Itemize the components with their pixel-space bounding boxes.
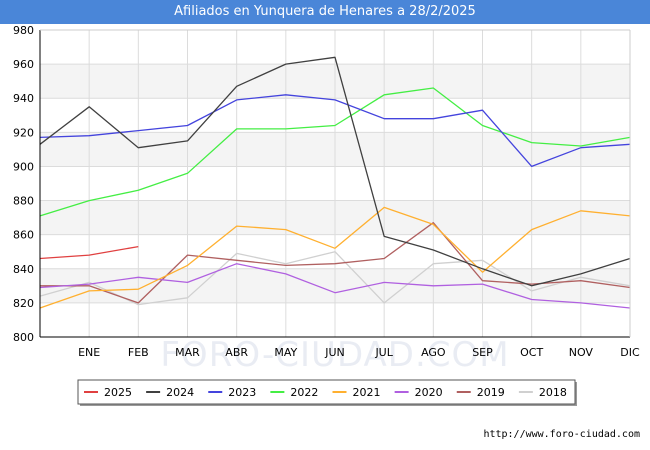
series-line-2023	[39, 94, 631, 168]
y-tick-label: 940	[13, 92, 34, 105]
series-line-2022	[39, 87, 631, 217]
x-tick-label: ENE	[78, 346, 100, 359]
y-tick-label: 820	[13, 297, 34, 310]
y-tick-label: 960	[13, 58, 34, 71]
x-tick-label: ABR	[225, 346, 248, 359]
x-tick-label: NOV	[569, 346, 594, 359]
legend-label-2025: 2025	[104, 386, 132, 399]
x-tick-label: AGO	[421, 346, 446, 359]
series-line-2018	[39, 251, 631, 306]
x-tick-label: DIC	[620, 346, 640, 359]
legend-label-2023: 2023	[228, 386, 256, 399]
x-tick-label: SEP	[472, 346, 493, 359]
x-tick-label: MAY	[274, 346, 297, 359]
series-line-2021	[39, 206, 631, 309]
series-lines	[39, 56, 631, 309]
y-tick-label: 900	[13, 160, 34, 173]
y-tick-label: 880	[13, 195, 34, 208]
x-tick-label: OCT	[520, 346, 543, 359]
legend-label-2022: 2022	[290, 386, 318, 399]
axes: 800 820 840 860 880 900 920 940 960 980 ENE FEB MAR A…	[13, 24, 640, 359]
y-tick-label: 860	[13, 229, 34, 242]
source-credit: http://www.foro-ciudad.com	[483, 429, 640, 440]
series-line-2025	[39, 245, 139, 260]
legend-label-2019: 2019	[477, 386, 505, 399]
legend-label-2021: 2021	[353, 386, 381, 399]
series-line-2024	[39, 56, 631, 287]
y-tick-label: 980	[13, 24, 34, 37]
legend-label-2018: 2018	[539, 386, 567, 399]
x-tick-label: JUN	[324, 346, 345, 359]
legend-box	[77, 379, 576, 405]
chart-title: Afiliados en Yunquera de Henares a 28/2/…	[0, 0, 650, 24]
y-tick-label: 800	[13, 331, 34, 344]
legend-label-2024: 2024	[166, 386, 194, 399]
series-line-2020	[39, 263, 631, 309]
x-tick-label: MAR	[175, 346, 200, 359]
y-tick-label: 840	[13, 263, 34, 276]
series-line-2019	[40, 222, 631, 304]
y-tick-label: 920	[13, 126, 34, 139]
x-tick-label: JUL	[374, 346, 393, 359]
x-tick-label: FEB	[128, 346, 149, 359]
legend-label-2020: 2020	[415, 386, 443, 399]
legend: 2025 2024 2023 2022 2021 2020 2019 2018	[77, 379, 577, 406]
watermark: FORO-CIUDAD.COM	[160, 335, 509, 375]
